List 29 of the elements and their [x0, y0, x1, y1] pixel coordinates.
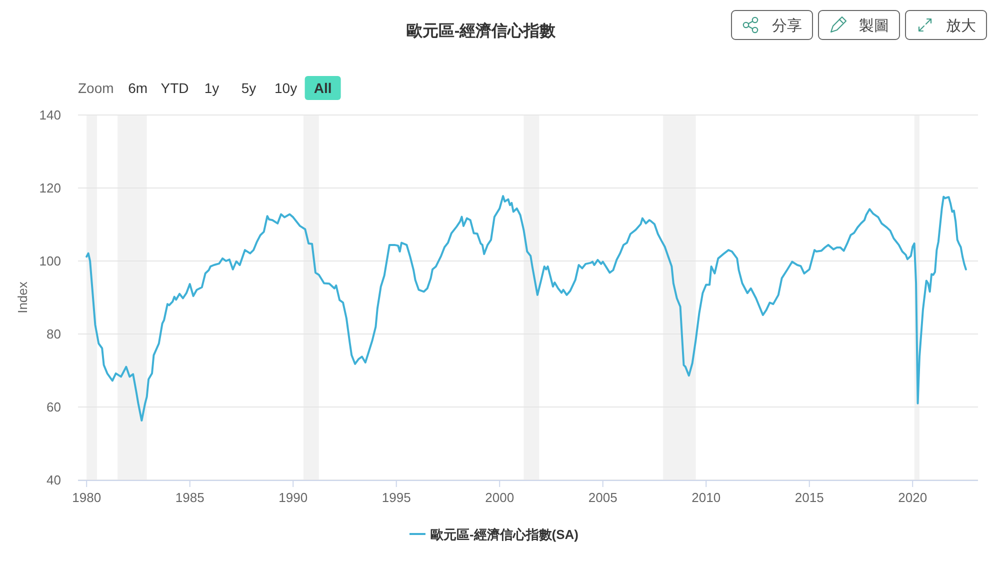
line-series	[86, 195, 967, 422]
y-tick-label: 120	[39, 180, 61, 196]
y-tick-label: 60	[46, 400, 61, 414]
y-tick-label: 140	[39, 108, 61, 122]
y-tick-label: 80	[46, 326, 61, 342]
text: 5y	[241, 80, 256, 96]
x-tick-label: 2010	[692, 490, 721, 505]
x-tick-label: 2020	[898, 490, 928, 505]
x-tick-label: 1980	[72, 490, 102, 505]
chart-title: 歐元區-經濟信心指數	[406, 21, 557, 40]
text: 10y	[274, 80, 298, 96]
text: 放大	[946, 18, 976, 34]
text: 分享	[772, 18, 802, 34]
x-tick-label: 1985	[175, 490, 204, 505]
y-axis-title: Index	[15, 281, 30, 314]
y-tick-label: 100	[39, 254, 61, 268]
x-tick-label: 2005	[588, 490, 618, 505]
x-tick-label: 1990	[278, 490, 308, 505]
text: 1y	[204, 80, 220, 96]
y-tick-label: 40	[46, 472, 61, 488]
text: 6m	[128, 80, 148, 96]
x-tick-label: 1995	[382, 490, 411, 505]
text: 製圖	[859, 18, 889, 34]
text: All	[314, 80, 332, 96]
text: YTD	[160, 80, 189, 96]
text: Zoom	[78, 80, 114, 96]
x-tick-label: 2000	[485, 490, 514, 505]
x-tick-label: 2015	[794, 490, 824, 505]
legend-label: 歐元區-經濟信心指數(SA)	[430, 527, 579, 542]
